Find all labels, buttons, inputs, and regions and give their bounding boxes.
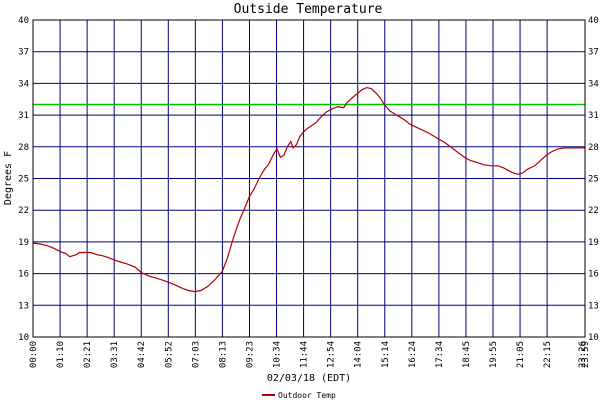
x-tick-label: 10:34 <box>273 341 283 368</box>
y-tick-label-right: 13 <box>588 301 599 311</box>
x-axis: 00:00 01:10 02:21 03:31 04:42 05:52 07:03 08:13… <box>29 341 591 368</box>
x-tick-label: 18:45 <box>462 341 472 368</box>
x-tick-label: 17:34 <box>435 341 445 368</box>
x-tick-label: 07:03 <box>191 341 201 368</box>
y-tick-label-right: 31 <box>588 111 599 121</box>
x-tick-label: 22:15 <box>543 341 553 368</box>
y-axis-left: 10 13 16 19 22 25 28 31 34 37 40 <box>18 16 29 343</box>
y-tick-label-right: 22 <box>588 206 599 216</box>
y-tick-label-right: 16 <box>588 270 599 280</box>
y-tick-label: 34 <box>18 79 29 89</box>
y-tick-label-right: 34 <box>588 79 599 89</box>
series-line-outdoor-temp <box>32 86 585 293</box>
x-tick-label: 23:26 <box>578 341 588 368</box>
x-tick-label: 01:10 <box>56 341 66 368</box>
y-axis-right: 10 13 16 19 22 25 28 31 34 37 40 <box>588 16 599 343</box>
y-tick-label: 13 <box>18 301 29 311</box>
chart-title: Outside Temperature <box>234 2 383 17</box>
x-tick-label: 05:52 <box>164 341 174 368</box>
x-tick-label: 15:14 <box>381 341 391 368</box>
x-tick-label: 19:55 <box>489 341 499 368</box>
y-tick-label-right: 19 <box>588 238 599 248</box>
x-tick-label: 11:44 <box>300 341 310 368</box>
y-tick-label: 25 <box>18 175 29 185</box>
y-tick-label: 40 <box>18 16 29 26</box>
x-tick-label: 16:24 <box>408 341 418 368</box>
x-tick-label: 23:59 <box>581 341 591 368</box>
x-tick-label: 21:05 <box>516 341 526 368</box>
x-tick-label: 09:23 <box>245 341 255 368</box>
y-axis-label: Degrees F <box>3 151 14 205</box>
y-tick-label: 16 <box>18 270 29 280</box>
x-tick-label: 03:31 <box>110 341 120 368</box>
y-tick-label-right: 37 <box>588 48 599 58</box>
y-tick-label: 31 <box>18 111 29 121</box>
x-tick-label: 00:00 <box>29 341 39 368</box>
y-tick-label: 37 <box>18 48 29 58</box>
y-tick-label-right: 28 <box>588 143 599 153</box>
x-tick-label: 02:21 <box>83 341 93 368</box>
y-tick-label: 19 <box>18 238 29 248</box>
y-tick-label: 22 <box>18 206 29 216</box>
x-tick-label: 14:04 <box>354 341 364 368</box>
plot-frame <box>32 19 586 338</box>
y-tick-label: 28 <box>18 143 29 153</box>
y-tick-label: 10 <box>18 333 29 343</box>
legend: Outdoor Temp <box>262 391 336 400</box>
x-tick-label: 08:13 <box>218 341 228 368</box>
y-tick-label-right: 25 <box>588 175 599 185</box>
x-axis-label: 02/03/18 (EDT) <box>267 373 351 384</box>
x-tick-label: 12:54 <box>327 341 337 368</box>
x-tick-label: 04:42 <box>137 341 147 368</box>
chart-grid <box>32 19 585 338</box>
legend-label: Outdoor Temp <box>278 391 336 400</box>
y-tick-label-right: 40 <box>588 16 599 26</box>
y-tick-label-right: 10 <box>588 333 599 343</box>
